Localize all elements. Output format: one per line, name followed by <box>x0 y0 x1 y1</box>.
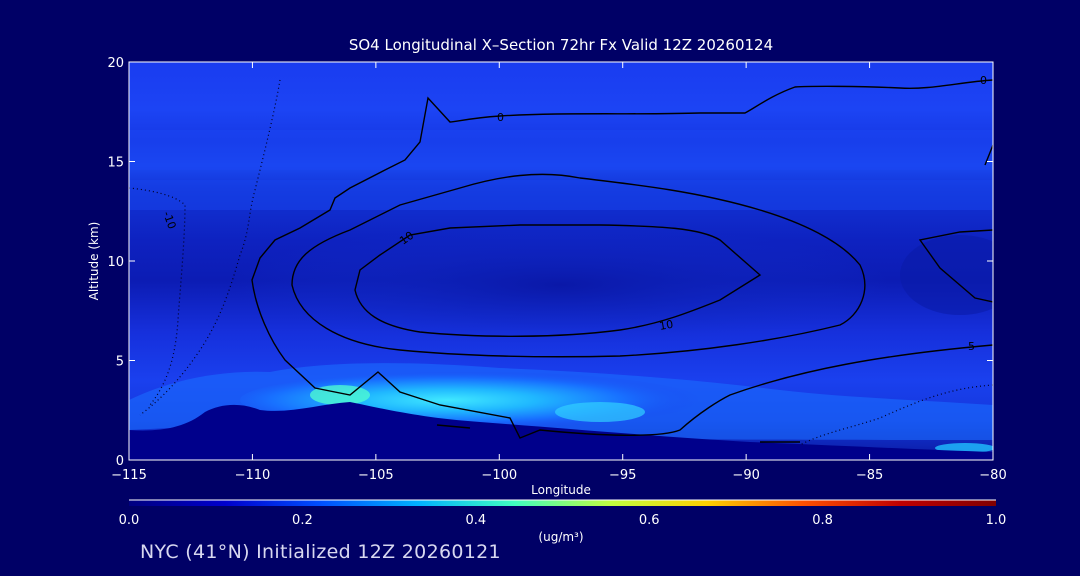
x-tick-label: −85 <box>856 468 883 483</box>
upper-band <box>129 130 993 170</box>
colorbar-tick-label: 1.0 <box>986 513 1007 528</box>
colorbar-tick-label: 0.4 <box>465 513 486 528</box>
y-tick-label: 5 <box>116 355 124 370</box>
x-tick-label: −115 <box>111 468 147 483</box>
x-axis: −115 −110 −105 −100 −95 −90 −85 −80 <box>111 62 1007 483</box>
colorbar-tick-label: 0.8 <box>812 513 833 528</box>
contour-label-10-bottom: 10 <box>658 318 674 333</box>
x-tick-label: −105 <box>358 468 394 483</box>
contour-0-right <box>918 144 993 303</box>
contour-label-0-top: 0 <box>497 111 504 124</box>
right-dark-region <box>900 235 993 315</box>
x-tick-label: −80 <box>979 468 1006 483</box>
aerosol-plume-peak <box>310 385 370 405</box>
y-tick-label: 15 <box>107 156 124 171</box>
contour-small <box>436 424 800 443</box>
contour-10 <box>354 224 762 337</box>
y-axis: 0 5 10 15 20 <box>107 56 993 469</box>
chart-title: SO4 Longitudinal X–Section 72hr Fx Valid… <box>349 36 773 54</box>
contour-5 <box>291 173 866 358</box>
footer-caption: NYC (41°N) Initialized 12Z 20260121 <box>140 541 501 563</box>
y-tick-label: 0 <box>116 454 124 469</box>
contour-label-0-right: 0 <box>980 74 987 87</box>
colorbar <box>129 500 996 506</box>
x-axis-label: Longitude <box>531 483 591 497</box>
mid-band <box>129 180 993 210</box>
aerosol-plume-secondary <box>555 402 645 422</box>
colorbar-ticks: 0.0 0.2 0.4 0.6 0.8 1.0 <box>119 513 1007 528</box>
x-tick-label: −110 <box>235 468 271 483</box>
colorbar-label: (ug/m³) <box>538 530 583 544</box>
y-tick-label: 10 <box>107 255 124 270</box>
low-concentration-core <box>230 225 890 345</box>
x-tick-label: −95 <box>609 468 636 483</box>
contour-label-neg10: -10 <box>160 210 178 231</box>
y-axis-label: Altitude (km) <box>87 222 101 301</box>
colorbar-tick-label: 0.0 <box>119 513 140 528</box>
terrain <box>129 402 993 460</box>
contour-0 <box>251 79 993 439</box>
y-tick-label: 20 <box>107 56 124 71</box>
colorbar-tick-label: 0.6 <box>639 513 660 528</box>
contour-label-5: 5 <box>968 340 975 353</box>
x-tick-label: −90 <box>732 468 759 483</box>
x-tick-label: −100 <box>481 468 517 483</box>
plot-area: 0 0 5 10 10 -10 <box>129 62 993 460</box>
colorbar-tick-label: 0.2 <box>292 513 313 528</box>
